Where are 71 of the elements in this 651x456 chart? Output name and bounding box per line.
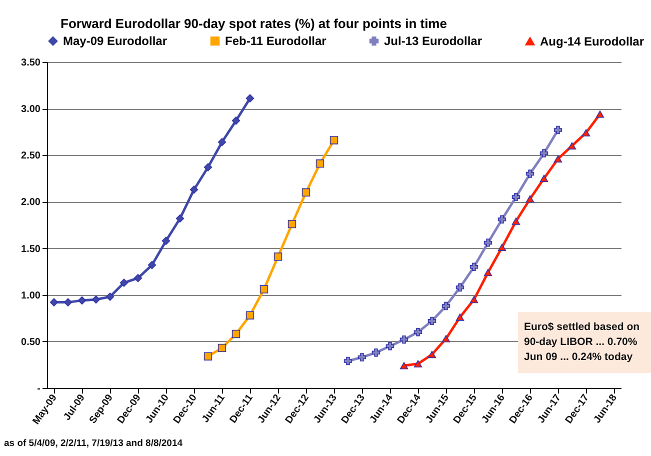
y-tick-label: 3.50: [21, 58, 41, 68]
point: [64, 298, 72, 306]
point: [456, 314, 464, 321]
y-tick-label: 1.50: [21, 244, 41, 255]
point: [414, 360, 422, 368]
point: [106, 292, 114, 301]
point: [554, 126, 562, 134]
y-tick-label: 2.00: [21, 197, 41, 208]
point: [260, 285, 268, 294]
point: [162, 236, 170, 245]
point: [470, 262, 478, 272]
point: [526, 170, 534, 178]
point: [428, 316, 436, 326]
legend-label: May-09 Eurodollar: [63, 34, 168, 48]
annotation: Euro$ settled based on 90-day LIBOR ... 0.70% Jun 09 ... 0.24% today: [518, 312, 651, 373]
point: [540, 149, 548, 158]
point: [204, 163, 212, 172]
point: [232, 116, 240, 125]
y-tick-label: 0.50: [21, 336, 41, 348]
point: [442, 335, 450, 342]
point: [190, 186, 198, 194]
point: [526, 195, 534, 203]
point: [330, 136, 338, 144]
point: [400, 335, 408, 344]
point: [134, 274, 142, 282]
point: [288, 220, 296, 228]
point: [120, 278, 128, 287]
point: [246, 311, 254, 320]
point: [386, 342, 394, 350]
point: [596, 110, 604, 118]
point: [400, 362, 408, 370]
point: [372, 348, 380, 357]
point: [484, 238, 492, 247]
y-tick-label: 1.00: [21, 290, 41, 302]
y-tick-label: 2.50: [21, 150, 41, 162]
point: [512, 192, 520, 202]
point: [218, 344, 226, 352]
point: [218, 138, 226, 146]
point: [512, 218, 520, 225]
legend-label: Aug-14 Eurodollar: [540, 34, 644, 48]
text: as of 5/4/09, 2/2/11, 7/19/13 and 8/8/2014: [4, 438, 183, 449]
point: [302, 188, 310, 197]
point: [50, 298, 58, 306]
chart-title: Forward Eurodollar 90-day spot rates (%) at four points in time: [60, 16, 447, 31]
y-tick-label: 3.00: [21, 104, 41, 116]
point: [78, 296, 86, 305]
y-tick-label: -: [37, 384, 40, 394]
point: [204, 352, 212, 360]
legend-label: Feb-11 Eurodollar: [225, 34, 327, 48]
point: [498, 215, 506, 224]
point: [232, 330, 240, 338]
point: [470, 296, 478, 304]
point: [414, 328, 422, 336]
point: [484, 268, 492, 276]
point: [582, 129, 590, 136]
point: [358, 353, 366, 362]
point: [456, 283, 464, 292]
point: [92, 295, 100, 304]
point: [148, 260, 156, 270]
point: [428, 350, 436, 358]
point: [316, 159, 324, 168]
point: [176, 214, 184, 223]
legend-label: Jul-13 Eurodollar: [384, 34, 482, 48]
point: [246, 94, 254, 102]
point: [344, 356, 352, 366]
point: [498, 244, 506, 251]
point: [554, 155, 562, 162]
point: [274, 252, 282, 261]
point: [540, 174, 548, 182]
point: [442, 302, 450, 310]
point: [568, 142, 576, 150]
